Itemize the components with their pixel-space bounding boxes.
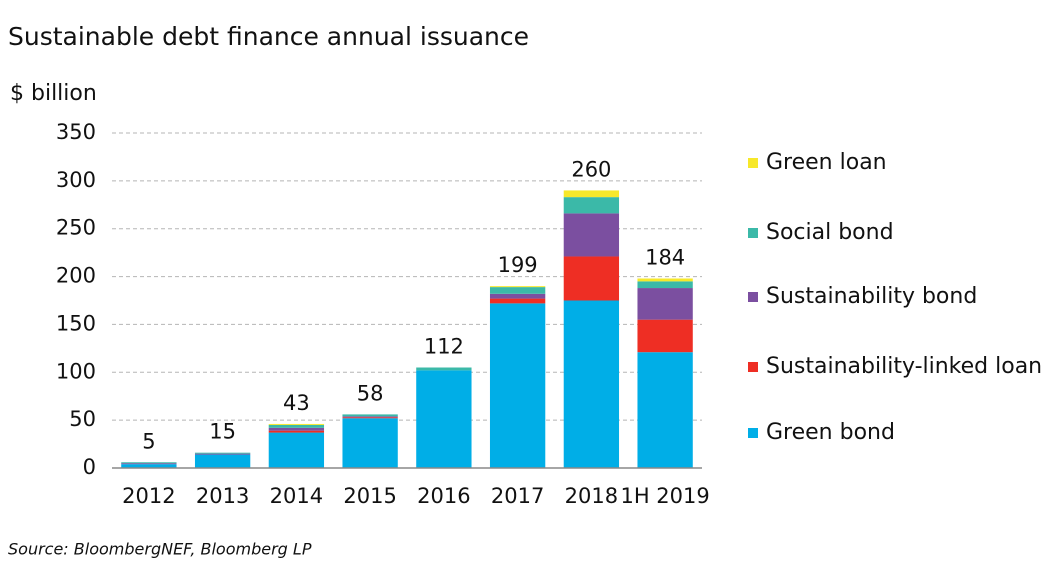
x-tick-label: 2017 <box>491 484 544 508</box>
bar-segment <box>342 416 398 418</box>
y-axis-label: $ billion <box>10 81 97 106</box>
legend-swatch <box>748 362 758 372</box>
x-tick-label: 2013 <box>196 484 249 508</box>
bar-segment <box>121 463 177 465</box>
bar-segment <box>342 417 398 419</box>
bar-segment <box>637 319 693 353</box>
legend-label: Sustainability bond <box>766 284 977 309</box>
y-tick-label: 100 <box>56 359 96 383</box>
y-tick-label: 250 <box>56 216 96 240</box>
total-label: 199 <box>498 253 538 277</box>
bar-segment <box>489 287 546 294</box>
legend-label: Green loan <box>766 150 887 175</box>
legend-label: Sustainability-linked loan <box>766 354 1042 379</box>
bar-segment <box>416 367 472 371</box>
bar-segment <box>342 414 398 417</box>
total-label: 58 <box>357 381 384 405</box>
legend-label: Social bond <box>766 220 894 245</box>
x-tick-label: 2012 <box>122 484 175 508</box>
total-label: 5 <box>142 429 155 453</box>
legend-swatch <box>748 428 758 438</box>
bar-segment <box>563 256 620 301</box>
x-tick-label: 2016 <box>417 484 470 508</box>
bar-segment <box>563 300 620 468</box>
bar-segment <box>489 286 546 288</box>
bar-segment <box>194 454 251 468</box>
x-tick-label: 2015 <box>343 484 396 508</box>
chart-title: Sustainable debt finance annual issuance <box>8 22 529 51</box>
bar-segment <box>489 303 546 468</box>
total-label: 43 <box>283 391 310 415</box>
y-tick-label: 0 <box>83 455 96 479</box>
y-tick-label: 150 <box>56 311 96 335</box>
bar-segment <box>342 418 398 468</box>
y-tick-label: 300 <box>56 168 96 192</box>
y-tick-label: 200 <box>56 264 96 288</box>
x-tick-label: 2018 <box>565 484 618 508</box>
bar-segment <box>268 423 325 425</box>
bar-segment <box>563 190 620 198</box>
bar-segment <box>268 427 325 431</box>
bar-segment <box>416 370 472 468</box>
bar-segment <box>268 424 325 428</box>
bar-segment <box>637 281 693 289</box>
bar-segment <box>121 462 177 464</box>
source: Source: BloombergNEF, Bloomberg LP <box>8 540 312 559</box>
bar-segment <box>563 197 620 214</box>
bar-segment <box>637 288 693 320</box>
bar-segment <box>637 352 693 468</box>
bar-segment <box>489 293 546 299</box>
total-label: 260 <box>571 157 611 181</box>
legend-swatch <box>748 158 758 168</box>
bar-segment <box>489 298 546 304</box>
x-tick-label: 1H 2019 <box>620 484 709 508</box>
bar-segment <box>268 432 325 468</box>
total-label: 15 <box>209 420 236 444</box>
bar-segment <box>268 430 325 433</box>
bar-segment <box>194 452 251 454</box>
legend-swatch <box>748 228 758 238</box>
y-tick-label: 350 <box>56 120 96 144</box>
y-tick-label: 50 <box>69 407 96 431</box>
legend-swatch <box>748 292 758 302</box>
bar-segment <box>121 464 177 468</box>
total-label: 184 <box>645 245 685 269</box>
bar-segment <box>194 453 251 455</box>
bar-segment <box>637 278 693 282</box>
legend-label: Green bond <box>766 420 895 445</box>
x-tick-label: 2014 <box>270 484 323 508</box>
bar-segment <box>563 213 620 257</box>
total-label: 112 <box>424 335 464 359</box>
